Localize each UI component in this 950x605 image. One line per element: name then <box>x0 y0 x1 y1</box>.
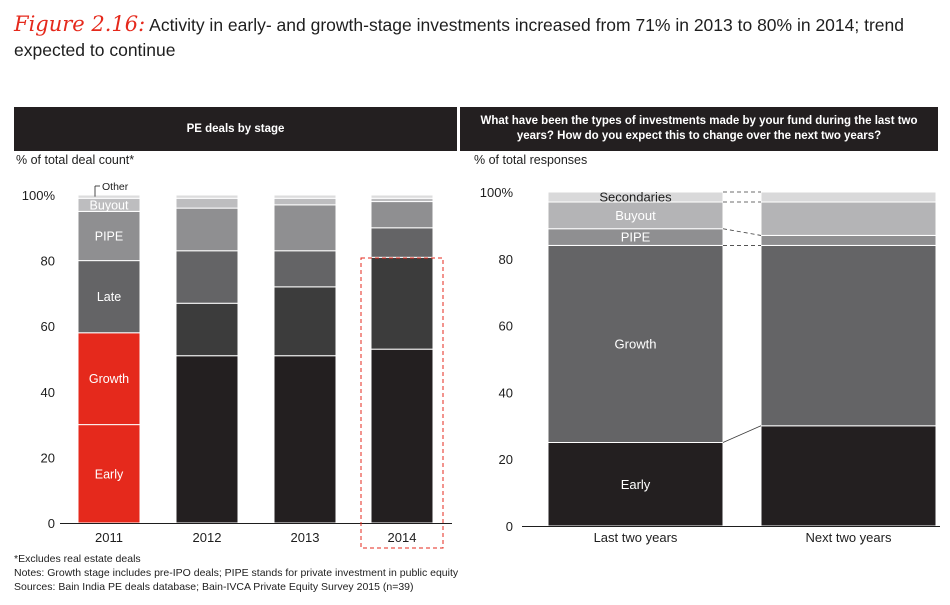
left-ytick-60: 60 <box>41 319 55 334</box>
bar-last-two-years-buyout <box>547 201 724 230</box>
right-ytick-80: 80 <box>499 252 513 267</box>
connector-top-early <box>722 425 762 443</box>
xtick-2011: 2011 <box>95 530 123 545</box>
segment-label-buyout: Buyout <box>90 198 129 212</box>
xtick-2013: 2013 <box>291 530 320 545</box>
bar-2012-growth <box>175 302 239 357</box>
right-panel-header: What have been the types of investments … <box>460 107 938 151</box>
figure-title: Figure 2.16: Activity in early- and grow… <box>14 12 939 63</box>
left-axis-label: % of total deal count* <box>16 153 135 167</box>
bar-2014-pipe <box>370 201 434 229</box>
xtick-last-two-years: Last two years <box>594 530 678 545</box>
xtick-next-two-years: Next two years <box>806 530 892 545</box>
bar-2011-pipe <box>77 210 141 262</box>
bar-next-two-years-secondaries <box>760 191 937 203</box>
footnote-notes: Notes: Growth stage includes pre-IPO dea… <box>14 567 459 579</box>
bar-2013-buyout <box>273 197 337 206</box>
bar-2012-late <box>175 250 239 304</box>
right-ytick-20: 20 <box>499 452 513 467</box>
bar-2014-late <box>370 227 434 258</box>
bar-2014-early <box>370 348 434 524</box>
segment-label-secondaries: Secondaries <box>599 190 672 205</box>
footnote-excludes: *Excludes real estate deals <box>14 553 141 565</box>
bar-2011-late <box>77 260 141 334</box>
segment-label-early: Early <box>621 477 651 492</box>
left-panel-header: PE deals by stage <box>14 107 457 151</box>
segment-label-pipe: PIPE <box>621 230 651 245</box>
right-ytick-60: 60 <box>499 319 513 334</box>
footnote-sources: Sources: Bain India PE deals database; B… <box>14 581 414 593</box>
bar-2012-other <box>175 194 239 199</box>
left-ytick-100: 100% <box>22 188 56 203</box>
left-ytick-80: 80 <box>41 254 55 269</box>
segment-label-buyout: Buyout <box>615 208 656 223</box>
bar-next-two-years-pipe <box>760 234 937 246</box>
figure-title-text: Activity in early- and growth-stage inve… <box>14 15 904 60</box>
right-ytick-100: 100% <box>480 185 514 200</box>
bar-2012-early <box>175 355 239 524</box>
xtick-2014: 2014 <box>388 530 417 545</box>
xtick-2012: 2012 <box>193 530 222 545</box>
bar-2013-early <box>273 355 337 524</box>
bar-2013-pipe <box>273 204 337 252</box>
bar-2014-growth <box>370 256 434 350</box>
bar-next-two-years-buyout <box>760 201 937 236</box>
segment-label-early: Early <box>95 467 124 481</box>
left-ytick-40: 40 <box>41 385 55 400</box>
right-axis-label: % of total responses <box>474 153 588 167</box>
left-ytick-20: 20 <box>41 450 55 465</box>
bar-2014-other <box>370 194 434 199</box>
bar-next-two-years-early <box>760 425 937 527</box>
left-ytick-0: 0 <box>48 516 55 531</box>
segment-label-late: Late <box>97 290 121 304</box>
bar-last-two-years-early <box>547 442 724 527</box>
bar-2011-other <box>77 194 141 199</box>
segment-label-growth: Growth <box>89 372 129 386</box>
segment-label-pipe: PIPE <box>95 230 124 244</box>
connector-top-pipe <box>722 228 762 236</box>
bar-2013-growth <box>273 286 337 357</box>
bar-2013-other <box>273 194 337 199</box>
bar-2012-pipe <box>175 207 239 252</box>
bar-2012-buyout <box>175 197 239 209</box>
bar-last-two-years-secondaries <box>547 191 724 203</box>
figure-label: Figure 2.16: <box>14 12 146 36</box>
footnotes: *Excludes real estate deals Notes: Growt… <box>14 552 458 594</box>
bar-last-two-years-growth <box>547 244 724 443</box>
bar-2013-late <box>273 250 337 288</box>
segment-label-other: Other <box>102 181 129 193</box>
segment-label-growth: Growth <box>615 336 657 351</box>
right-ytick-0: 0 <box>506 519 513 534</box>
right-ytick-40: 40 <box>499 385 513 400</box>
bar-next-two-years-growth <box>760 244 937 427</box>
highlight-box-2014 <box>360 257 444 549</box>
